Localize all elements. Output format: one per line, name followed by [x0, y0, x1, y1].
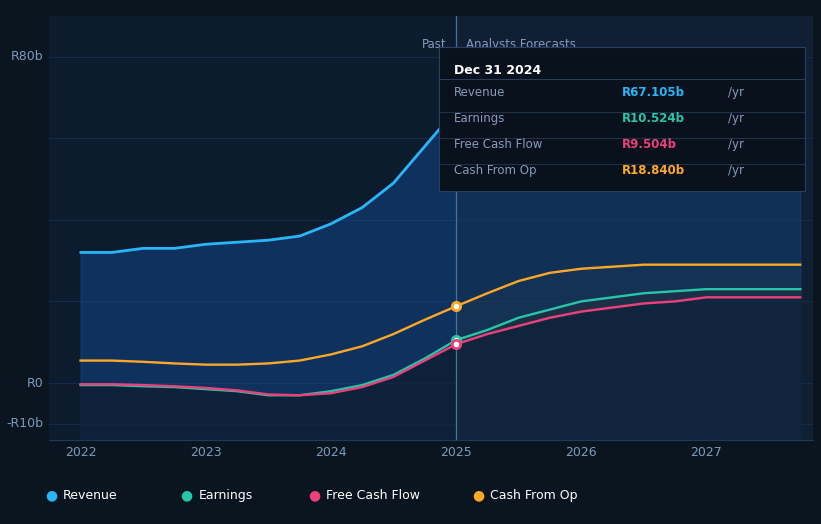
Bar — [456, 16, 813, 440]
Text: ●: ● — [45, 488, 57, 502]
Text: Revenue: Revenue — [63, 489, 118, 501]
Text: R10.524b: R10.524b — [622, 112, 685, 125]
Text: Free Cash Flow: Free Cash Flow — [326, 489, 420, 501]
Text: /yr: /yr — [728, 138, 744, 151]
Text: Cash From Op: Cash From Op — [490, 489, 578, 501]
Text: /yr: /yr — [728, 112, 744, 125]
Text: R80b: R80b — [11, 50, 44, 63]
Text: Free Cash Flow: Free Cash Flow — [454, 138, 542, 151]
Text: R0: R0 — [26, 377, 44, 389]
Text: Cash From Op: Cash From Op — [454, 164, 536, 177]
Text: R9.504b: R9.504b — [622, 138, 677, 151]
Text: Analysts Forecasts: Analysts Forecasts — [466, 38, 576, 51]
Text: -R10b: -R10b — [6, 417, 44, 430]
Text: R18.840b: R18.840b — [622, 164, 685, 177]
Text: Earnings: Earnings — [454, 112, 505, 125]
Text: ●: ● — [472, 488, 484, 502]
Text: Earnings: Earnings — [199, 489, 253, 501]
Text: Revenue: Revenue — [454, 86, 505, 99]
Text: R67.105b: R67.105b — [622, 86, 685, 99]
Text: ●: ● — [308, 488, 320, 502]
Text: /yr: /yr — [728, 86, 744, 99]
Text: ●: ● — [181, 488, 193, 502]
Text: Past: Past — [421, 38, 446, 51]
Text: Dec 31 2024: Dec 31 2024 — [454, 64, 541, 78]
Text: /yr: /yr — [728, 164, 744, 177]
